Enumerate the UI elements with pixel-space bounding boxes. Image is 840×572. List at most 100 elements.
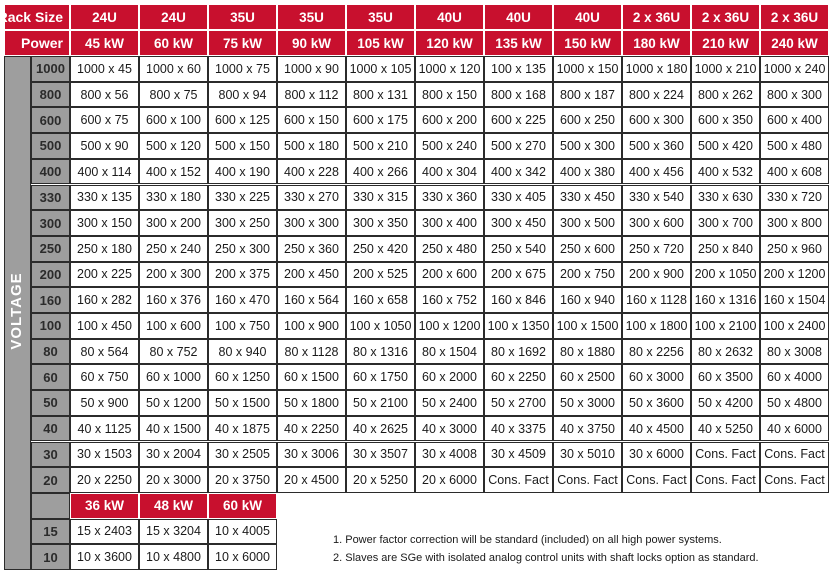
table-cell: 300 x 700 xyxy=(691,210,760,236)
table-cell: 400 x 190 xyxy=(208,158,277,185)
voltage-label: 60 xyxy=(31,364,70,391)
table-cell: 400 x 380 xyxy=(553,158,622,185)
voltage-label: 20 xyxy=(31,467,70,493)
voltage-label: 600 xyxy=(31,107,70,134)
rack-size-header: 35U xyxy=(208,4,277,30)
table-cell: 330 x 270 xyxy=(277,184,346,211)
table-cell: 60 x 750 xyxy=(70,364,139,391)
table-cell: 30 x 2505 xyxy=(208,441,277,468)
table-cell: 60 x 2250 xyxy=(484,364,553,391)
table-cell: 200 x 450 xyxy=(277,261,346,288)
table-cell: 330 x 225 xyxy=(208,184,277,211)
low-power-voltage-stub xyxy=(31,492,70,519)
table-cell: 160 x 282 xyxy=(70,287,139,313)
table-cell: 300 x 300 xyxy=(277,210,346,236)
table-cell: 160 x 470 xyxy=(208,287,277,313)
voltage-label: 50 xyxy=(31,390,70,416)
table-cell: 50 x 1500 xyxy=(208,390,277,416)
table-cell: 600 x 100 xyxy=(139,107,208,134)
table-cell: 40 x 2625 xyxy=(346,415,415,442)
table-cell: 60 x 2000 xyxy=(415,364,484,391)
table-cell: 1000 x 210 xyxy=(691,56,760,82)
low-power-header: 60 kW xyxy=(208,492,277,519)
table-cell: 100 x 900 xyxy=(277,313,346,339)
table-cell: 50 x 900 xyxy=(70,390,139,416)
table-cell: 100 x 2100 xyxy=(691,313,760,339)
table-cell: 800 x 300 xyxy=(760,81,829,108)
table-cell: 400 x 152 xyxy=(139,158,208,185)
table-cell: 100 x 1200 xyxy=(415,313,484,339)
table-cell: 600 x 225 xyxy=(484,107,553,134)
table-cell: 10 x 4800 xyxy=(139,544,208,570)
table-cell: 300 x 800 xyxy=(760,210,829,236)
table-cell: 10 x 6000 xyxy=(208,544,277,570)
table-cell: 330 x 540 xyxy=(622,184,691,211)
footnote: 2. Slaves are SGe with isolated analog c… xyxy=(333,552,759,564)
table-cell: 40 x 1125 xyxy=(70,415,139,442)
table-cell: 500 x 360 xyxy=(622,133,691,159)
table-cell: 300 x 150 xyxy=(70,210,139,236)
table-cell: 160 x 846 xyxy=(484,287,553,313)
rack-size-label: Rack Size xyxy=(0,4,70,30)
table-cell: 300 x 350 xyxy=(346,210,415,236)
footnote: 1. Power factor correction will be stand… xyxy=(333,534,722,546)
rack-size-header: 40U xyxy=(484,4,553,30)
voltage-label: 10 xyxy=(31,544,70,570)
power-header: 180 kW xyxy=(622,30,691,56)
table-cell: 1000 x 150 xyxy=(553,56,622,82)
table-cell: 250 x 960 xyxy=(760,235,829,262)
table-cell: 160 x 564 xyxy=(277,287,346,313)
power-header: 45 kW xyxy=(70,30,139,56)
table-cell: 500 x 240 xyxy=(415,133,484,159)
table-cell: 600 x 300 xyxy=(622,107,691,134)
rack-size-header: 2 x 36U xyxy=(691,4,760,30)
table-cell: 30 x 6000 xyxy=(622,441,691,468)
voltage-label: 80 xyxy=(31,338,70,365)
table-cell: 40 x 3750 xyxy=(553,415,622,442)
table-cell: 50 x 2100 xyxy=(346,390,415,416)
table-cell: 400 x 228 xyxy=(277,158,346,185)
low-power-header: 48 kW xyxy=(139,492,208,519)
rack-size-header: 24U xyxy=(70,4,139,30)
table-cell: 80 x 1880 xyxy=(553,338,622,365)
table-cell: 100 x 1500 xyxy=(553,313,622,339)
table-cell: 160 x 1504 xyxy=(760,287,829,313)
table-cell: 80 x 1128 xyxy=(277,338,346,365)
table-cell: 600 x 175 xyxy=(346,107,415,134)
table-cell: 330 x 630 xyxy=(691,184,760,211)
table-cell: 20 x 6000 xyxy=(415,467,484,493)
power-header: 240 kW xyxy=(760,30,829,56)
table-cell: 330 x 315 xyxy=(346,184,415,211)
table-cell: 80 x 1316 xyxy=(346,338,415,365)
table-cell: 1000 x 240 xyxy=(760,56,829,82)
table-cell: 330 x 450 xyxy=(553,184,622,211)
table-cell: 60 x 1750 xyxy=(346,364,415,391)
table-cell: 50 x 1200 xyxy=(139,390,208,416)
table-cell: 250 x 480 xyxy=(415,235,484,262)
table-cell: 200 x 1050 xyxy=(691,261,760,288)
table-cell: 160 x 1316 xyxy=(691,287,760,313)
table-cell: 40 x 2250 xyxy=(277,415,346,442)
table-cell: 600 x 150 xyxy=(277,107,346,134)
table-cell: 600 x 400 xyxy=(760,107,829,134)
table-cell: 800 x 94 xyxy=(208,81,277,108)
rack-size-header: 24U xyxy=(139,4,208,30)
table-cell: 600 x 250 xyxy=(553,107,622,134)
table-cell: 50 x 1800 xyxy=(277,390,346,416)
voltage-label: 400 xyxy=(31,158,70,185)
table-cell: Cons. Fact xyxy=(760,441,829,468)
table-cell: 330 x 360 xyxy=(415,184,484,211)
rack-size-header: 40U xyxy=(415,4,484,30)
table-cell: 400 x 304 xyxy=(415,158,484,185)
table-cell: 20 x 5250 xyxy=(346,467,415,493)
table-cell: 40 x 1875 xyxy=(208,415,277,442)
voltage-label: 330 xyxy=(31,184,70,211)
voltage-label: 200 xyxy=(31,261,70,288)
table-cell: 1000 x 90 xyxy=(277,56,346,82)
table-cell: 400 x 266 xyxy=(346,158,415,185)
table-cell: 250 x 300 xyxy=(208,235,277,262)
table-cell: 250 x 600 xyxy=(553,235,622,262)
rack-size-header: 35U xyxy=(346,4,415,30)
table-cell: 40 x 3000 xyxy=(415,415,484,442)
table-cell: Cons. Fact xyxy=(622,467,691,493)
